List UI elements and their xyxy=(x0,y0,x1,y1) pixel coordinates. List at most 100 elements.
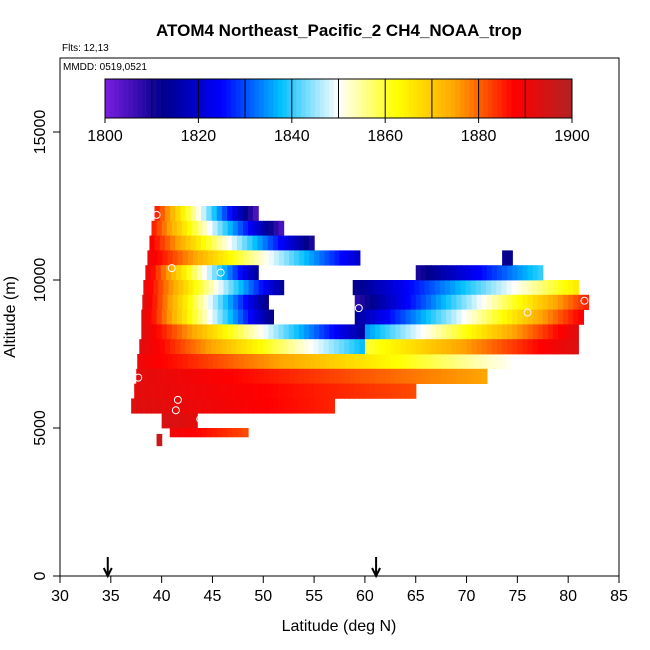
colorbar-segment xyxy=(557,79,564,118)
heatmap-cell xyxy=(385,339,391,355)
heatmap-cell xyxy=(486,309,493,325)
heatmap-cell xyxy=(314,250,320,266)
heatmap-cell xyxy=(395,294,402,310)
heatmap-cell xyxy=(248,398,254,414)
heatmap-cell xyxy=(157,354,164,370)
heatmap-cell xyxy=(319,250,326,266)
heatmap-cell xyxy=(190,206,197,222)
heatmap-cell xyxy=(165,265,172,281)
heatmap-cell xyxy=(537,324,544,340)
heatmap-cell xyxy=(563,339,569,355)
heatmap-cell xyxy=(268,309,275,325)
heatmap-cell xyxy=(502,339,508,355)
heatmap-cell xyxy=(277,383,284,399)
heatmap-cell xyxy=(217,309,224,325)
heatmap-cell xyxy=(471,339,478,355)
heatmap-cell xyxy=(190,339,197,355)
heatmap-cell xyxy=(441,354,448,370)
heatmap-cell xyxy=(415,339,422,355)
heatmap-cell xyxy=(364,324,371,340)
heatmap-cell xyxy=(512,324,518,340)
heatmap-cell xyxy=(284,354,290,370)
heatmap-cell xyxy=(176,324,183,340)
heatmap-cell xyxy=(329,324,336,340)
colorbar-segment xyxy=(361,79,368,118)
heatmap-cell xyxy=(537,309,544,325)
heatmap-cell xyxy=(283,368,290,384)
heatmap-cell xyxy=(180,428,187,438)
heatmap-cell xyxy=(263,354,270,370)
heatmap-cell xyxy=(304,250,310,266)
heatmap-cell xyxy=(217,220,224,236)
heatmap-cell xyxy=(369,339,376,355)
heatmap-cell xyxy=(436,354,442,370)
colorbar-segment xyxy=(347,79,354,118)
heatmap-band-21 xyxy=(364,339,579,355)
heatmap-cell xyxy=(208,354,214,370)
heatmap-cell xyxy=(227,398,234,414)
heatmap-cell xyxy=(197,220,203,236)
heatmap-cell xyxy=(149,383,156,399)
heatmap-cell xyxy=(497,265,503,281)
heatmap-cell xyxy=(324,324,330,340)
heatmap-cell xyxy=(349,339,355,355)
colorbar-segment xyxy=(469,79,475,118)
heatmap-cell xyxy=(227,368,234,384)
heatmap-cell xyxy=(268,280,275,296)
heatmap-band-7 xyxy=(141,309,275,325)
heatmap-cell xyxy=(263,220,269,236)
heatmap-cell xyxy=(253,265,259,281)
heatmap-cell xyxy=(365,354,371,370)
heatmap-cell xyxy=(318,383,325,399)
colorbar-frame xyxy=(104,78,573,119)
heatmap-cell xyxy=(202,294,209,310)
heatmap-band-22 xyxy=(415,265,544,281)
heatmap-cell xyxy=(415,309,422,325)
heatmap-cell xyxy=(491,309,498,325)
heatmap-cell xyxy=(222,398,229,414)
heatmap-cell xyxy=(563,294,569,310)
heatmap-cell xyxy=(172,294,179,310)
heatmap-cell xyxy=(180,206,187,222)
heatmap-cell xyxy=(146,324,153,340)
heatmap-cell xyxy=(415,368,422,384)
heatmap-cell xyxy=(192,294,199,310)
colorbar-segment xyxy=(548,79,554,118)
heatmap-cell xyxy=(143,280,149,296)
heatmap-cell xyxy=(185,206,192,222)
heatmap-cell xyxy=(201,265,208,281)
heatmap-cell xyxy=(278,235,284,251)
heatmap-cell xyxy=(497,294,503,310)
heatmap-cell xyxy=(203,280,210,296)
heatmap-cell xyxy=(522,339,529,355)
heatmap-cell xyxy=(158,280,164,296)
heatmap-cell xyxy=(390,383,396,399)
heatmap-cell xyxy=(542,339,549,355)
heatmap-cell xyxy=(441,265,447,281)
colorbar-segment xyxy=(105,79,111,118)
heatmap-cell xyxy=(395,383,401,399)
colorbar-segment xyxy=(193,79,199,118)
heatmap-cell xyxy=(166,220,173,236)
heatmap-cell xyxy=(445,280,451,296)
heatmap-cell xyxy=(139,339,145,355)
heatmap-cell xyxy=(476,354,483,370)
heatmap-band-6 xyxy=(142,294,269,310)
heatmap-cell xyxy=(287,383,294,399)
heatmap-cell xyxy=(221,206,228,222)
heatmap-cell xyxy=(517,294,524,310)
heatmap-cell xyxy=(390,309,396,325)
heatmap-cell xyxy=(461,265,468,281)
heatmap-cell xyxy=(481,324,488,340)
heatmap-cell xyxy=(149,339,156,355)
heatmap-cell xyxy=(159,206,166,222)
heatmap-cell xyxy=(161,413,168,429)
heatmap-cell xyxy=(308,235,315,251)
heatmap-cell xyxy=(328,383,335,399)
heatmap-cell xyxy=(441,309,447,325)
heatmap-band-3 xyxy=(147,250,361,266)
heatmap-cell xyxy=(314,324,320,340)
heatmap-cell xyxy=(456,309,463,325)
heatmap-cell xyxy=(162,294,169,310)
